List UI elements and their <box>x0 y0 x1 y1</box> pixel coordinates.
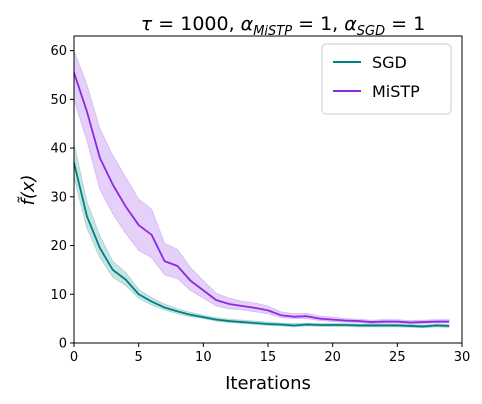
title-alpha2-sub: SGD <box>357 24 385 39</box>
title-tau-value: = 1000, <box>152 13 240 35</box>
y-tick-label: 10 <box>50 288 67 303</box>
series-line-sgd <box>73 162 450 328</box>
confidence-bands <box>73 50 450 329</box>
title-alpha1-value: = 1, <box>292 13 344 35</box>
legend-label-mistp: MiSTP <box>372 82 420 101</box>
x-tick-label: 30 <box>454 350 471 365</box>
x-tick-label: 5 <box>135 350 143 365</box>
y-tick-label: 60 <box>50 44 67 59</box>
series-line-mistp <box>73 72 450 324</box>
x-tick-label: 20 <box>324 350 341 365</box>
legend-label-sgd: SGD <box>372 53 407 72</box>
y-axis-label: f̃(x) <box>18 174 39 205</box>
legend: SGD MiSTP <box>321 43 452 115</box>
y-tick-label: 20 <box>50 239 67 254</box>
title-alpha1-sub: MiSTP <box>253 24 292 39</box>
title-alpha2-value: = 1 <box>385 13 425 35</box>
y-tick-label: 0 <box>59 337 67 352</box>
title-alpha1: α <box>241 13 254 35</box>
chart-title: τ = 1000, αMiSTP = 1, αSGD = 1 <box>141 13 425 39</box>
x-axis-label: Iterations <box>225 373 311 394</box>
band-mistp <box>73 50 450 325</box>
title-alpha2: α <box>344 13 357 35</box>
x-axis-ticks: 0 5 10 15 20 25 30 <box>70 343 470 365</box>
x-tick-label: 15 <box>260 350 277 365</box>
x-tick-label: 25 <box>389 350 406 365</box>
y-tick-label: 40 <box>50 142 67 157</box>
y-axis-ticks: 0 10 20 30 40 50 60 <box>50 44 74 352</box>
series-lines <box>73 72 450 328</box>
title-tau: τ <box>141 13 153 35</box>
y-tick-label: 50 <box>50 93 67 108</box>
x-tick-label: 0 <box>70 350 78 365</box>
x-tick-label: 10 <box>195 350 212 365</box>
y-tick-label: 30 <box>50 190 67 205</box>
band-sgd <box>73 143 450 329</box>
